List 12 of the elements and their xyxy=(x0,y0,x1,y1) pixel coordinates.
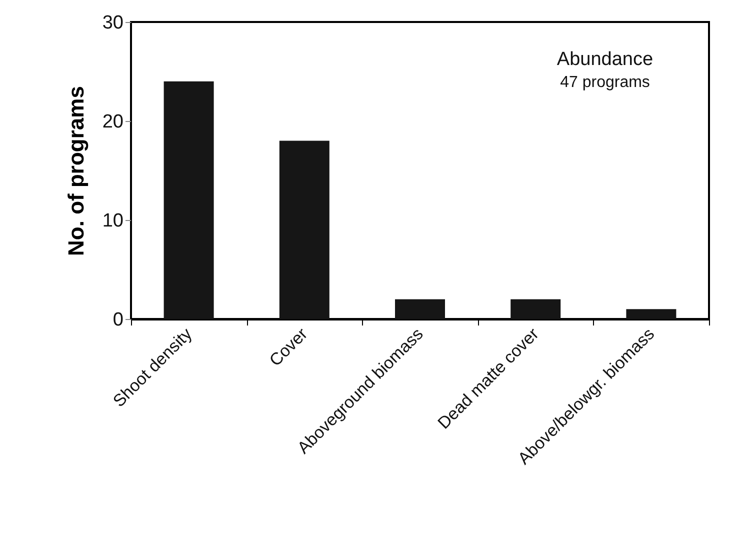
y-tick-label: 30 xyxy=(102,12,124,34)
y-tick-label: 0 xyxy=(112,310,124,330)
y-axis-title: No. of programs xyxy=(63,86,88,256)
bar xyxy=(395,299,445,319)
y-tick-label: 10 xyxy=(102,210,124,232)
bar xyxy=(279,140,330,319)
bar xyxy=(626,309,676,319)
annotation: 47 programs xyxy=(560,74,650,91)
y-tick-label: 20 xyxy=(102,112,124,132)
bar xyxy=(164,81,214,319)
annotation: Abundance xyxy=(556,49,654,70)
bar xyxy=(510,299,561,319)
